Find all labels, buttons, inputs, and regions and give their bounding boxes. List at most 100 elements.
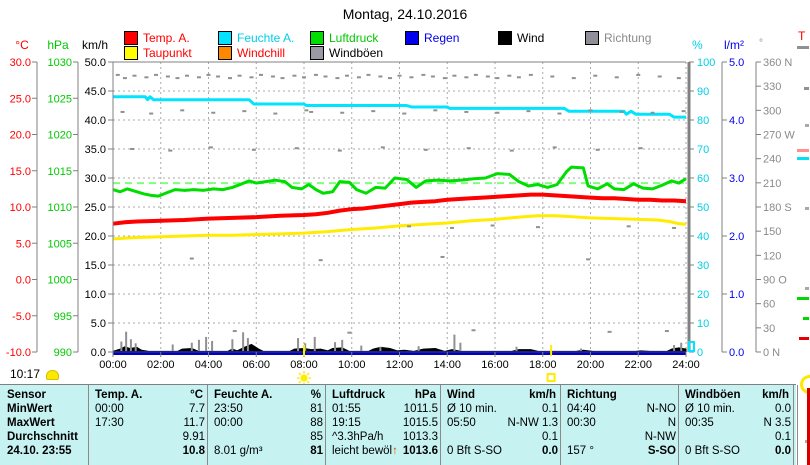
x-tick-label: 14:00 [433, 359, 461, 371]
x-tick-label: 16:00 [481, 359, 509, 371]
direction-tick-label: 60 [763, 299, 775, 311]
windboeen-swatch [310, 46, 324, 60]
rain-tick-label: 1.0 [729, 289, 744, 301]
legend-label: Feuchte A. [237, 31, 295, 45]
next-panel-label: T [798, 29, 806, 43]
pressure-tick-label: 995 [54, 311, 72, 323]
table-header-6: Windböen [685, 389, 741, 401]
humidity-tick-label: 50 [697, 202, 709, 214]
next-panel-tick [799, 337, 809, 340]
direction-tick-label: 210 [763, 178, 781, 190]
table-cell-value: S-SO [647, 445, 676, 457]
humidity-tick-label: 10 [697, 318, 709, 330]
wind-tick-label: 20.0 [85, 231, 106, 243]
weather-chart: 30.025.020.015.010.05.00.0-5.0-10.010301… [6, 57, 795, 385]
x-tick-label: 20:00 [577, 359, 605, 371]
humidity-tick-label: 80 [697, 115, 709, 127]
axis-unit-rain: l/m² [724, 38, 744, 52]
table-cell-time: 23:50 [214, 403, 243, 415]
sun-ray [298, 372, 302, 376]
table-cell-value: N-NW 1.3 [507, 417, 558, 429]
table-cell-time: 0 Bft S-SO [447, 445, 502, 457]
table-cell-value: 85 [310, 431, 323, 443]
page-title: Montag, 24.10.2016 [342, 6, 468, 22]
legend-item-windchill: Windchill [218, 46, 285, 60]
table-cell-value: 0.0 [775, 445, 791, 457]
table-cell-value: 0.0 [775, 403, 791, 415]
table-header-unit-1: °C [190, 389, 203, 401]
table-header-4: Wind [447, 389, 475, 401]
wind-tick-label: 50.0 [85, 57, 106, 69]
table-cell-value: N [667, 417, 676, 429]
temp-a-swatch [124, 31, 138, 45]
table-cell-time: ^3.3hPa/h [332, 431, 384, 443]
next-panel-tick [805, 287, 809, 290]
direction-tick-label: 360 N [763, 57, 792, 69]
pressure-tick-label: 1020 [48, 130, 72, 142]
table-column-separator [797, 385, 798, 465]
legend-item-feuchte-a: Feuchte A. [218, 31, 294, 45]
humidity-tick-label: 20 [697, 289, 709, 301]
rain-tick-label: 2.0 [729, 231, 744, 243]
wind-swatch [498, 31, 512, 45]
x-tick-label: 02:00 [147, 359, 175, 371]
humidity-tick-label: 90 [697, 86, 709, 98]
axis-unit-wind: km/h [81, 38, 108, 52]
legend-label: Luftdruck [329, 31, 379, 45]
legend-label: Wind [517, 31, 545, 45]
pressure-tick-label: 1015 [48, 166, 72, 178]
temp-tick-label: 25.0 [10, 93, 31, 105]
direction-tick-label: 30 [763, 323, 775, 335]
sun-ray [306, 372, 310, 376]
series-luftdruck [112, 165, 687, 198]
rain-tick-label: 0.0 [729, 347, 744, 359]
table-cell-time: 00:00 [95, 403, 124, 415]
wind-tick-label: 5.0 [91, 318, 106, 330]
regen-swatch [405, 31, 419, 45]
table-cell-time: 17:30 [95, 417, 124, 429]
temp-tick-label: -10.0 [6, 347, 31, 359]
humidity-tick-label: 60 [697, 173, 709, 185]
table-column-separator [88, 385, 89, 465]
richtung-swatch [585, 31, 599, 45]
temp-tick-label: 20.0 [10, 130, 31, 142]
x-tick-label: 12:00 [386, 359, 414, 371]
x-tick-label: 06:00 [242, 359, 270, 371]
table-cell-time: 05:50 [447, 417, 476, 429]
series-taupunkt [112, 214, 687, 241]
temp-tick-label: 5.0 [16, 238, 31, 250]
rain-tick-label: 3.0 [729, 173, 744, 185]
table-cell-value: N 3.5 [763, 417, 792, 429]
table-cell-time: 00:30 [567, 417, 596, 429]
table-cell-value: 0.1 [775, 431, 791, 443]
luftdruck-swatch [310, 31, 324, 45]
table-cell-time: 00:35 [685, 417, 714, 429]
humidity-tick-label: 100 [697, 57, 715, 69]
temp-tick-label: -5.0 [12, 311, 31, 323]
table-header-3: Luftdruck [332, 389, 386, 401]
table-header-2: Feuchte A. [214, 389, 273, 401]
table-cell-time: leicht bewöl↑ [332, 445, 398, 457]
sun-ray [306, 380, 310, 384]
next-panel-tick [797, 157, 809, 160]
axis-unit-humidity: % [692, 38, 703, 52]
x-tick-label: 08:00 [290, 359, 318, 371]
wind-tick-label: 25.0 [85, 202, 106, 214]
x-tick-label: 10:00 [338, 359, 366, 371]
table-header-unit-4: km/h [529, 389, 556, 401]
humidity-tick-label: 0 [697, 347, 703, 359]
table-cell-value: N-NO [646, 403, 676, 415]
x-tick-label: 22:00 [624, 359, 652, 371]
next-panel-tick [805, 207, 809, 210]
table-cell-value: 10.8 [182, 445, 205, 457]
table-column-separator [793, 385, 794, 465]
legend-item-luftdruck: Luftdruck [310, 31, 378, 45]
x-tick-label: 00:00 [99, 359, 127, 371]
direction-tick-label: 150 [763, 226, 781, 238]
table-row-label: MinWert [7, 403, 53, 415]
windchill-swatch [218, 46, 232, 60]
pressure-tick-label: 990 [54, 347, 72, 359]
axis-unit-direction: ° [759, 38, 763, 49]
status-timestamp: 10:17 [10, 367, 41, 381]
